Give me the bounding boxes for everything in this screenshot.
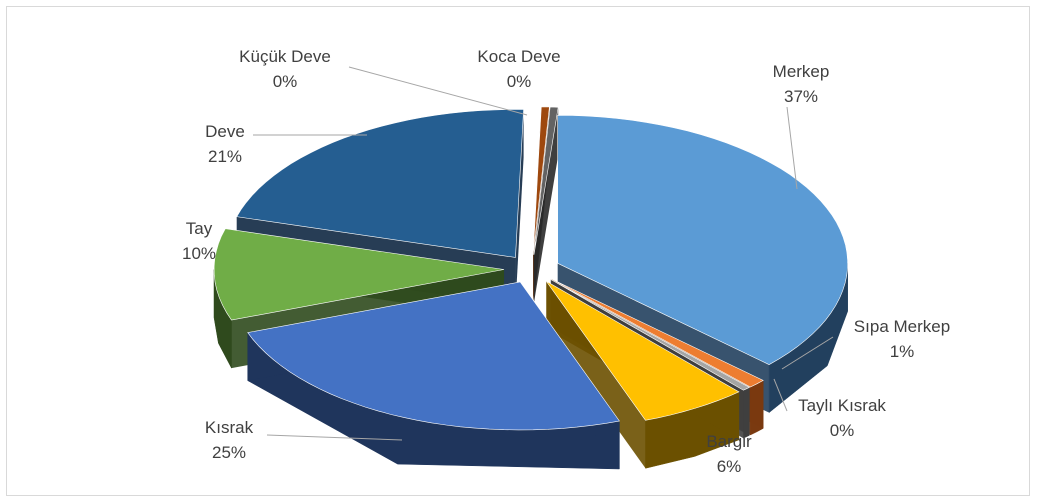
- slice-top-deve: [236, 109, 524, 258]
- slice-label-tayli-kisrak: Taylı Kısrak: [798, 396, 886, 415]
- slice-top-kisrak: [247, 281, 620, 431]
- slice-wall-koca-deve: [533, 107, 559, 303]
- slice-value-bargir: 6%: [717, 457, 742, 476]
- slice-label-bargir: Bargir: [706, 432, 752, 451]
- slice-value-kisrak: 25%: [212, 443, 246, 462]
- slice-top-merkep: [557, 114, 848, 365]
- leader-line-sipa-merkep: [781, 336, 834, 370]
- slice-top-tayli-kisrak: [550, 279, 751, 391]
- slice-top-bargir: [546, 281, 740, 421]
- slice-label-deve: Deve: [205, 122, 245, 141]
- slice-bargir: [546, 281, 740, 469]
- slice-value-koca-deve: 0%: [507, 72, 532, 91]
- slice-label-kucuk-deve: Küçük Deve: [239, 47, 331, 66]
- slice-label-kisrak: Kısrak: [205, 418, 254, 437]
- leader-line-kucuk-deve: [348, 66, 528, 116]
- leader-line-merkep: [786, 106, 798, 190]
- slice-top-tay: [213, 228, 505, 321]
- slice-value-deve: 21%: [208, 147, 242, 166]
- slice-wall-deve: [515, 109, 524, 306]
- slice-kisrak: [247, 281, 620, 470]
- leader-line-kisrak: [266, 434, 403, 441]
- slice-value-tayli-kisrak: 0%: [830, 421, 855, 440]
- pie-chart: Merkep 37% Sıpa Merkep 1% Taylı Kısrak 0% Barg…: [182, 47, 950, 476]
- slice-label-tay: Tay: [186, 219, 213, 238]
- slice-value-merkep: 37%: [784, 87, 818, 106]
- slice-label-koca-deve: Koca Deve: [477, 47, 560, 66]
- slice-top-koca-deve: [533, 106, 559, 255]
- leader-line-tayli-kisrak: [773, 378, 788, 412]
- chart-area: Merkep 37% Sıpa Merkep 1% Taylı Kısrak 0% Barg…: [6, 6, 1030, 496]
- slice-value-tay: 10%: [182, 244, 216, 263]
- slice-value-kucuk-deve: 0%: [273, 72, 298, 91]
- slice-koca-deve: [533, 106, 559, 303]
- slice-value-sipa-merkep: 1%: [890, 342, 915, 361]
- slice-top-kucuk-deve: [532, 106, 550, 255]
- slice-top-sipa-merkep: [551, 278, 764, 388]
- slice-label-merkep: Merkep: [773, 62, 830, 81]
- slice-wall-bargir: [546, 281, 646, 469]
- slice-label-sipa-merkep: Sıpa Merkep: [854, 317, 950, 336]
